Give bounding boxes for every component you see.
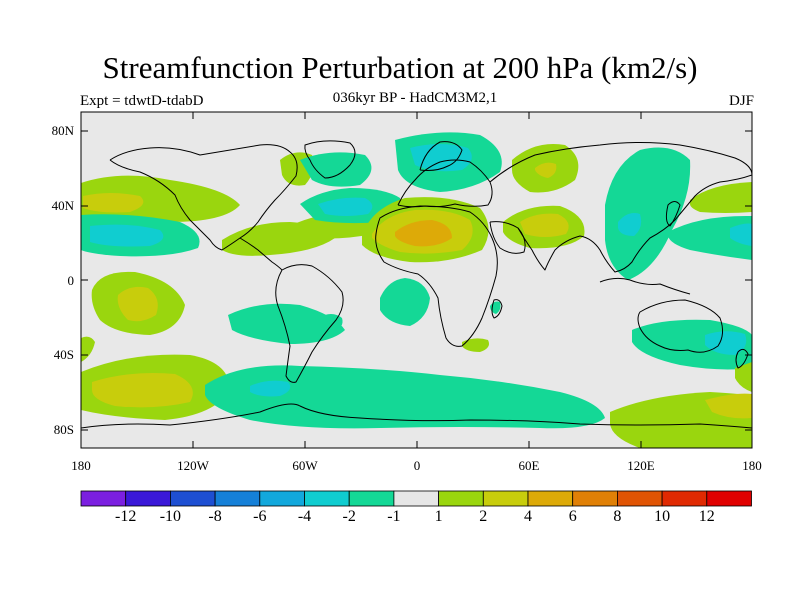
- season-label: DJF: [728, 93, 754, 109]
- coast-central-america: [239, 237, 283, 271]
- coast-arabia: [489, 221, 526, 254]
- colorbar-swatch: [438, 490, 484, 507]
- colorbar-label: -6: [253, 508, 267, 525]
- colorbar-swatch: [348, 490, 395, 507]
- colorbar-label: 4: [524, 508, 532, 525]
- colorbar-swatch: [661, 490, 708, 507]
- lat-label-80s: 80S: [53, 422, 74, 437]
- coast-antarctica: [81, 403, 752, 429]
- contour-wpacific-neg-core: [730, 223, 752, 246]
- coast-south-america: [275, 264, 344, 383]
- contour-easia-neg: [605, 147, 691, 280]
- lat-label-80n: 80N: [51, 123, 74, 138]
- lon-label-120e: 120E: [627, 458, 655, 473]
- contour-souocean-neg-core: [250, 380, 291, 397]
- contour-spacific-pos-core: [117, 286, 158, 322]
- map-ticks: [81, 112, 752, 448]
- colorbar-label: -1: [387, 508, 401, 525]
- contour-sopacific-pos-core: [92, 373, 193, 408]
- contour-spacific-west-pos: [81, 336, 95, 362]
- coast-australia: [637, 299, 724, 353]
- colorbar-label: -8: [208, 508, 222, 525]
- contour-arctic-neg: [300, 152, 372, 187]
- map-title: Streamfunction Perturbation at 200 hPa (…: [102, 50, 698, 85]
- period-label: 036kyr BP - HadCM3M2,1: [332, 90, 498, 106]
- contour-mideast-pos-core: [520, 213, 569, 237]
- colorbar-swatch: [304, 490, 350, 507]
- colorbar-swatch: [706, 490, 752, 507]
- contour-aus-neg-core: [705, 331, 747, 355]
- colorbar-swatch: [527, 490, 574, 507]
- coast-new-zealand: [735, 348, 749, 369]
- contour-europe-neg-core: [410, 144, 472, 172]
- experiment-label: Expt = tdwtD-tdabD: [80, 93, 204, 109]
- coastlines: [81, 140, 752, 429]
- coast-madagascar: [491, 299, 503, 319]
- colorbar-swatch: [482, 490, 529, 507]
- colorbar-label: 2: [479, 508, 488, 525]
- contour-sahara-pos-core: [395, 220, 452, 247]
- contour-nz-pos: [735, 362, 752, 392]
- coast-indonesia: [599, 277, 691, 295]
- colorbar-label: -10: [159, 508, 182, 525]
- colorbar-label: -4: [297, 508, 312, 525]
- contour-ne-pacific-pos-core: [83, 193, 144, 213]
- contour-easia-neg-core: [618, 213, 642, 236]
- contour-wpacific-neg: [668, 215, 752, 260]
- contour-japan-pos: [690, 182, 752, 213]
- coast-asia: [489, 142, 752, 273]
- colorbar-label: 10: [654, 508, 671, 525]
- lon-label-60w: 60W: [292, 458, 318, 473]
- contour-pacific-neg-core: [90, 224, 164, 247]
- contour-fields: [81, 132, 752, 448]
- contour-chile-neg: [318, 314, 343, 332]
- colorbar-label: 1: [434, 508, 443, 525]
- colorbar-swatch: [259, 490, 305, 507]
- contour-souocean-neg: [205, 365, 605, 429]
- colorbar-swatch: [125, 490, 171, 507]
- colorbar-swatch: [617, 490, 663, 507]
- colorbar-label: -2: [342, 508, 356, 525]
- colorbar-label: 6: [568, 508, 577, 525]
- colorbar: [80, 490, 752, 507]
- lon-label-0: 0: [413, 458, 421, 473]
- colorbar-swatch: [80, 490, 127, 507]
- colorbar-swatch: [393, 490, 439, 507]
- colorbar-label: 8: [613, 508, 622, 525]
- lon-label-120w: 120W: [177, 458, 209, 473]
- lon-label-60e: 60E: [518, 458, 540, 473]
- contour-siberia-pos-core: [535, 162, 557, 178]
- lon-label-180e: 180: [742, 458, 762, 473]
- coast-japan: [665, 201, 681, 227]
- coast-scandinavia: [419, 141, 463, 171]
- lat-label-40n: 40N: [51, 198, 74, 213]
- colorbar-label: -12: [115, 508, 137, 525]
- contour-sepacific-neg: [228, 303, 345, 344]
- contour-sindian-pos: [462, 338, 489, 352]
- lat-label-0: 0: [67, 273, 75, 288]
- lon-label-180w: 180: [71, 458, 91, 473]
- coast-north-america: [109, 144, 298, 251]
- coast-africa: [375, 205, 498, 347]
- colorbar-swatch: [572, 490, 618, 507]
- contour-natlantic-neg-core: [318, 197, 373, 216]
- coast-greenland: [304, 140, 356, 179]
- contour-souocean-east-pos-core: [705, 393, 752, 419]
- contour-trop-atlantic-neg: [380, 278, 430, 326]
- colorbar-swatch: [169, 490, 216, 507]
- lat-label-40s: 40S: [53, 347, 74, 362]
- colorbar-swatch: [214, 490, 261, 507]
- colorbar-label: 12: [698, 508, 715, 525]
